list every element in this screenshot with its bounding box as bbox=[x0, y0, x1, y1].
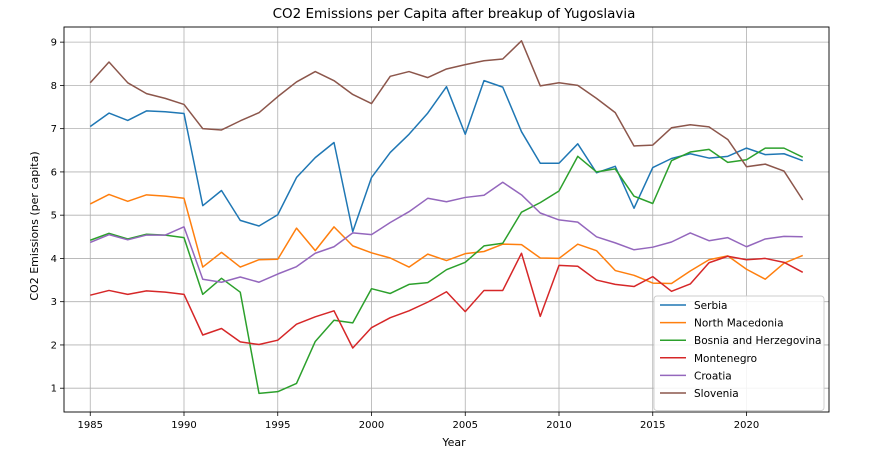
y-axis-label: CO2 Emissions (per capita) bbox=[28, 151, 41, 300]
legend-label: North Macedonia bbox=[694, 318, 784, 330]
series-line-croatia bbox=[89, 181, 803, 283]
x-tick-label: 2010 bbox=[546, 420, 571, 431]
y-tick-label: 5 bbox=[51, 211, 57, 222]
y-tick-label: 4 bbox=[51, 254, 57, 265]
x-tick-label: 1990 bbox=[171, 420, 196, 431]
x-tick-label: 2000 bbox=[359, 420, 384, 431]
x-tick-label: 2005 bbox=[453, 420, 478, 431]
series-line-slovenia bbox=[89, 40, 804, 201]
x-tick-label: 2015 bbox=[640, 420, 665, 431]
legend-box bbox=[653, 295, 825, 412]
x-tick-label: 2020 bbox=[734, 420, 759, 431]
x-tick-label: 1985 bbox=[78, 420, 103, 431]
legend-label: Croatia bbox=[694, 370, 732, 382]
series-line-north-macedonia bbox=[89, 193, 804, 285]
legend-label: Serbia bbox=[694, 300, 727, 312]
series-line-serbia bbox=[89, 79, 804, 233]
y-tick-label: 8 bbox=[51, 81, 57, 92]
legend-label: Slovenia bbox=[694, 388, 739, 400]
plot-frame bbox=[63, 26, 830, 413]
y-tick-label: 3 bbox=[51, 297, 57, 308]
legend-label: Montenegro bbox=[694, 353, 757, 365]
x-axis-label: Year bbox=[441, 436, 466, 449]
x-tick-label: 1995 bbox=[265, 420, 290, 431]
x-axis-ticks: 1985 1990 1995 2000 2005 2010 2015 2020 bbox=[78, 412, 759, 431]
y-tick-label: 1 bbox=[51, 384, 57, 395]
y-tick-label: 6 bbox=[51, 167, 57, 178]
y-tick-label: 9 bbox=[51, 38, 57, 49]
series-line-montenegro bbox=[90, 252, 804, 349]
series-lines bbox=[89, 40, 804, 395]
chart-title: CO2 Emissions per Capita after breakup o… bbox=[273, 6, 636, 22]
legend: Serbia North Macedonia Bosnia and Herzegov… bbox=[653, 295, 825, 412]
y-tick-label: 2 bbox=[51, 340, 57, 351]
y-axis-ticks: 1 2 3 4 5 6 7 8 9 bbox=[51, 38, 64, 395]
legend-label: Bosnia and Herzegovina bbox=[694, 335, 822, 347]
y-tick-label: 7 bbox=[51, 124, 57, 135]
series-line-bosnia-and-herzegovina bbox=[89, 147, 804, 395]
